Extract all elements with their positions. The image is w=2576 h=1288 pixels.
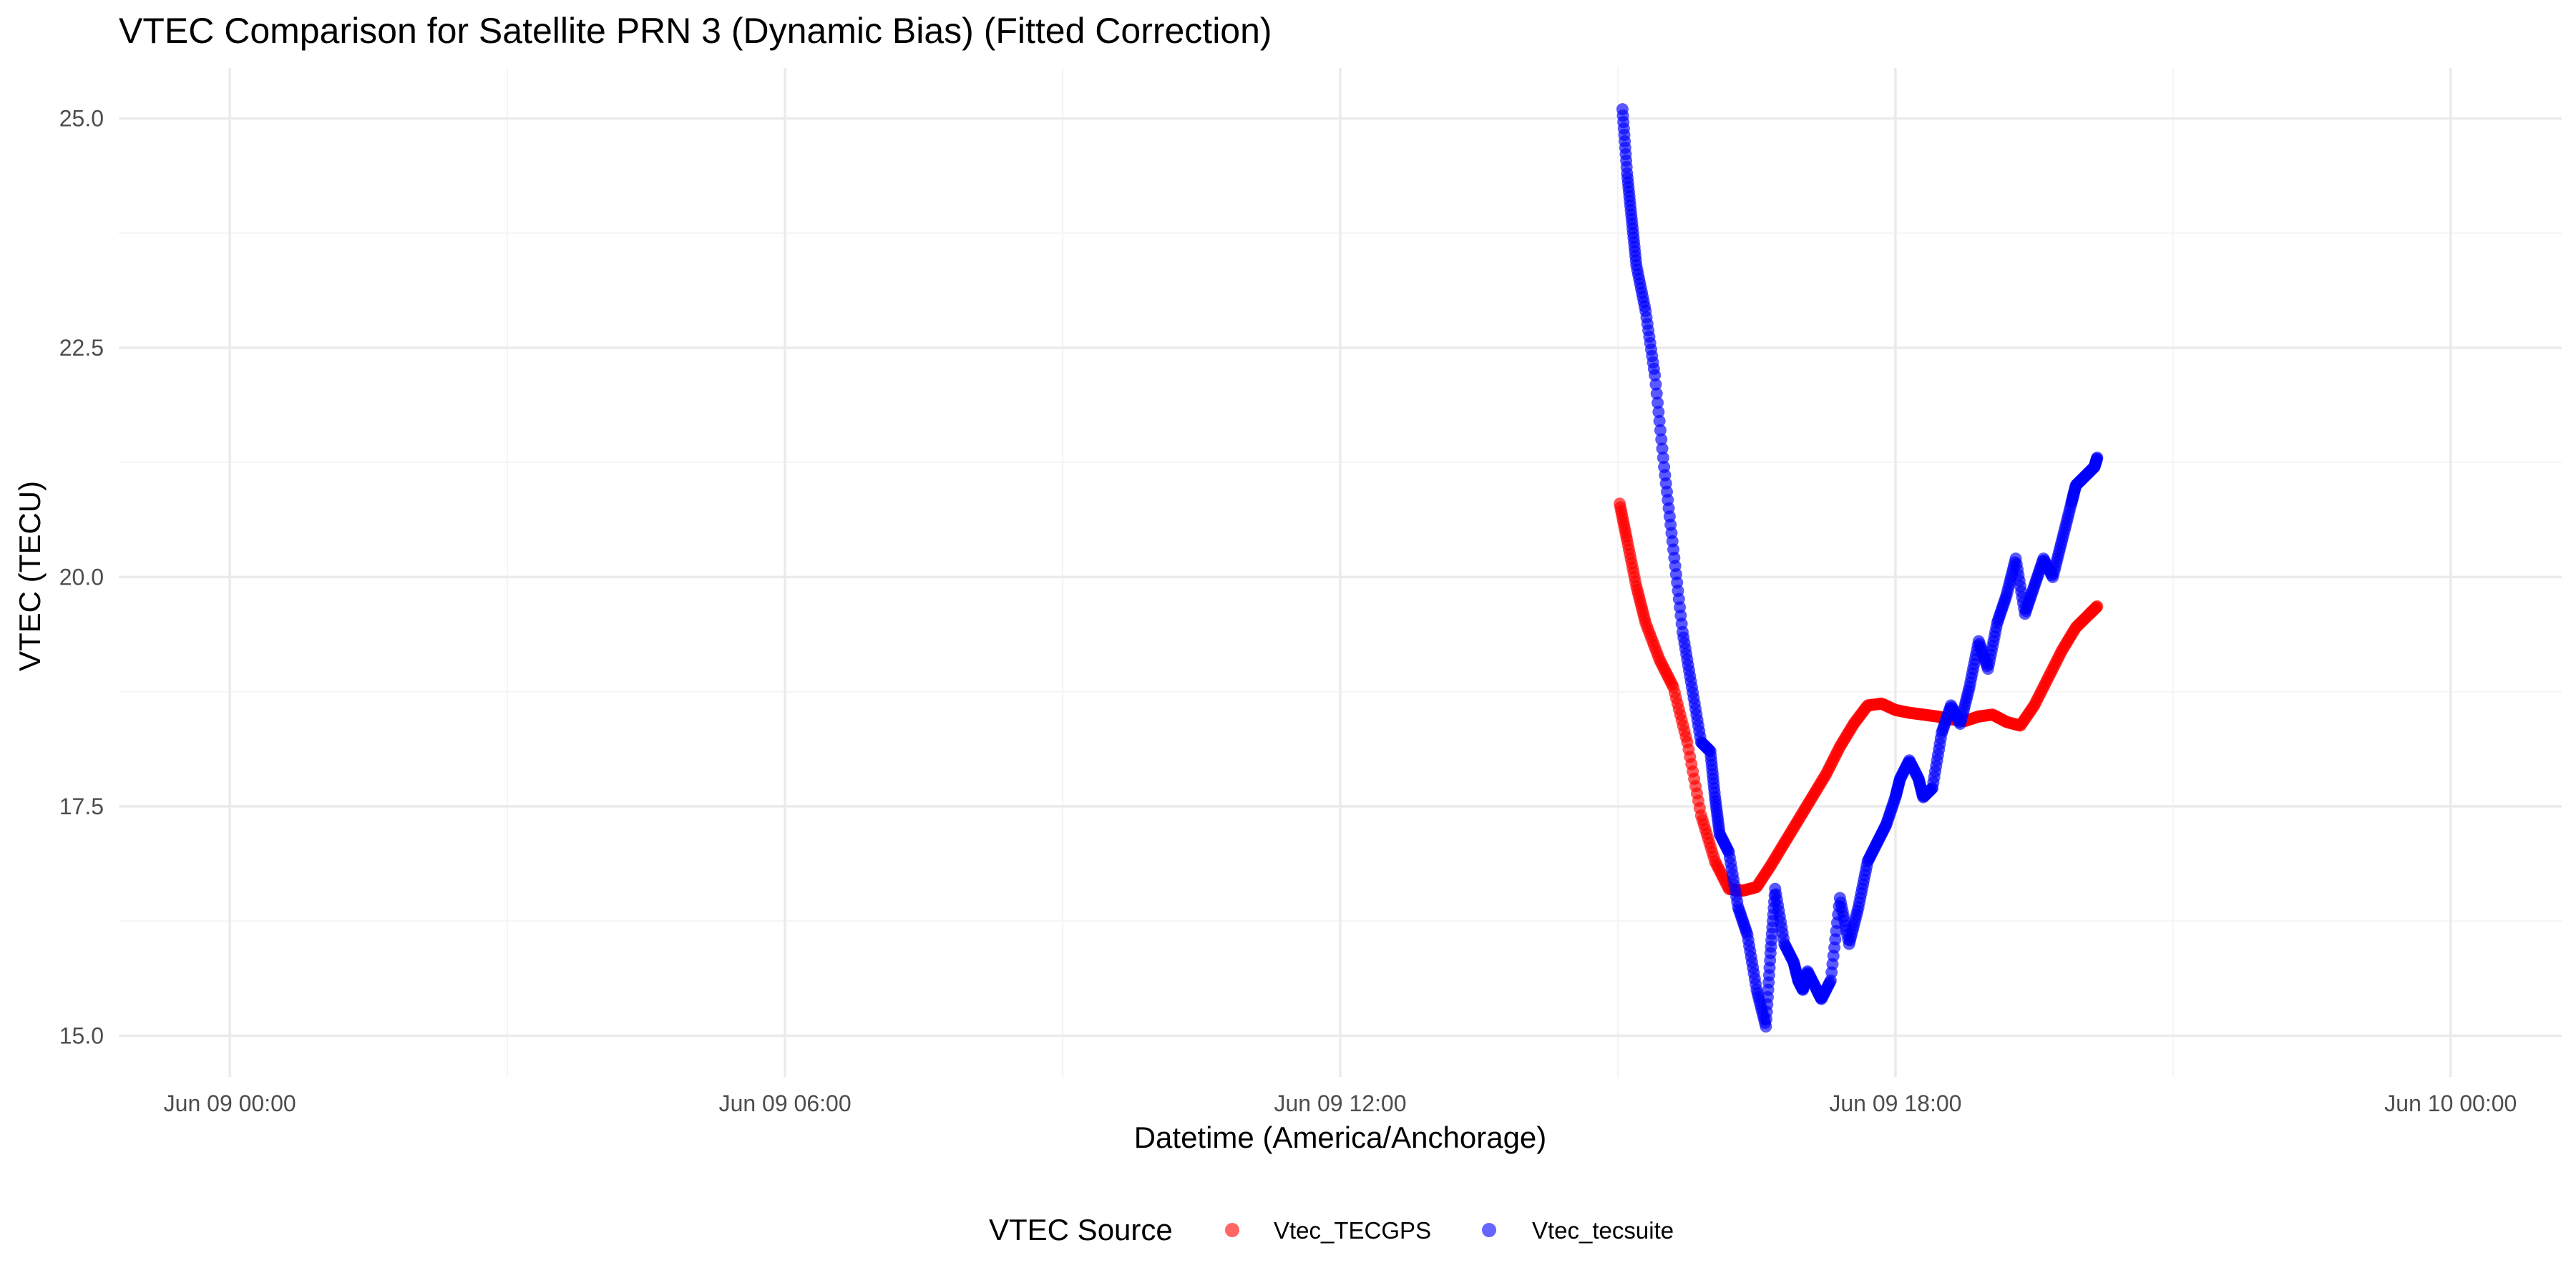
legend-key-tecsuite <box>1482 1223 1496 1237</box>
series-Vtec_TECGPS <box>1614 497 2104 897</box>
legend-label-tecgps: Vtec_TECGPS <box>1274 1217 1431 1244</box>
y-tick-label: 25.0 <box>59 106 104 132</box>
data-point-interp <box>1657 452 1669 464</box>
x-tick-label: Jun 10 00:00 <box>2384 1091 2517 1116</box>
x-axis-title: Datetime (America/Anchorage) <box>1134 1121 1547 1154</box>
data-point <box>2091 600 2104 613</box>
data-point-interp <box>1652 406 1665 419</box>
data-points <box>1614 103 2104 1033</box>
y-axis-tick-labels: 15.0 17.5 20.0 22.5 25.0 <box>59 106 104 1049</box>
data-point <box>2091 452 2104 464</box>
data-point-interp <box>1655 433 1668 446</box>
data-point-interp <box>1649 378 1662 391</box>
x-axis-tick-labels: Jun 09 00:00 Jun 09 06:00 Jun 09 12:00 Jun … <box>164 1091 2517 1116</box>
legend-title: VTEC Source <box>989 1213 1173 1246</box>
y-tick-label: 15.0 <box>59 1023 104 1048</box>
series-Vtec_tecsuite <box>1616 103 2104 1033</box>
legend-key-tecgps <box>1225 1223 1239 1237</box>
legend: VTEC Source Vtec_TECGPS Vtec_tecsuite <box>989 1213 1674 1246</box>
y-axis-title: VTEC (TECU) <box>13 481 47 671</box>
data-point-interp <box>1652 396 1664 409</box>
data-point-interp <box>1650 387 1663 400</box>
x-tick-label: Jun 09 00:00 <box>164 1091 296 1116</box>
y-tick-label: 17.5 <box>59 794 104 819</box>
grid <box>119 68 2562 1077</box>
data-point-interp <box>1654 424 1667 436</box>
y-tick-label: 20.0 <box>59 564 104 590</box>
x-tick-label: Jun 09 18:00 <box>1829 1091 1961 1116</box>
x-tick-label: Jun 09 12:00 <box>1274 1091 1406 1116</box>
data-point-interp <box>1653 415 1666 427</box>
chart-title: VTEC Comparison for Satellite PRN 3 (Dyn… <box>119 11 1272 51</box>
legend-label-tecsuite: Vtec_tecsuite <box>1532 1217 1674 1244</box>
y-tick-label: 22.5 <box>59 335 104 361</box>
x-tick-label: Jun 09 06:00 <box>719 1091 852 1116</box>
data-point-interp <box>1656 442 1669 455</box>
data-point <box>1649 369 1662 381</box>
